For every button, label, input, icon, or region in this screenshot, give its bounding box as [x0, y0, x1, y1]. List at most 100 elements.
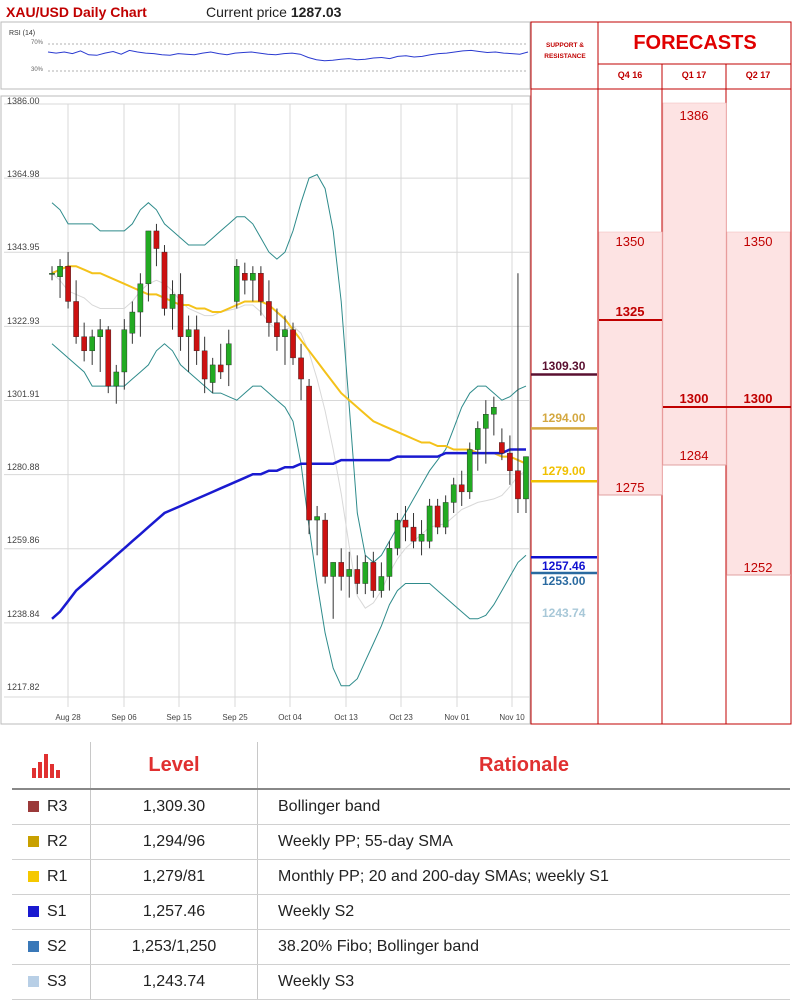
bollinger-lower — [51, 343, 527, 687]
y-tick: 1364.98 — [7, 169, 40, 179]
sma-200-line — [51, 448, 526, 620]
forecast-q1-17-low: 1284 — [679, 448, 709, 463]
level-value: 1,309.30 — [90, 789, 258, 825]
candle-body — [145, 230, 152, 285]
candle-body — [434, 505, 441, 528]
x-tick: Aug 28 — [55, 713, 81, 722]
candle-body — [362, 562, 369, 584]
table-row: S1 1,257.46 Weekly S2 — [12, 894, 790, 930]
candle-body — [177, 294, 184, 337]
candle-body — [97, 329, 104, 337]
forecast-q4-16-low: 1275 — [615, 480, 645, 495]
sr-level-1309: 1309.30 — [542, 359, 586, 373]
rsi-level-30: 30% — [31, 67, 44, 73]
levels-table-header: Level Rationale — [12, 742, 790, 790]
x-tick: Nov 01 — [444, 713, 470, 722]
sr-level-1279: 1279.00 — [542, 464, 586, 478]
level-value: 1,279/81 — [90, 859, 258, 895]
header-rationale: Rationale — [257, 742, 790, 790]
header-level: Level — [90, 742, 258, 790]
x-tick: Oct 13 — [334, 713, 358, 722]
level-name: R2 — [47, 832, 68, 850]
candle-body — [523, 456, 529, 500]
level-name: S2 — [47, 937, 67, 955]
candle-body — [330, 562, 336, 577]
level-rationale: Monthly PP; 20 and 200-day SMAs; weekly … — [257, 859, 790, 895]
candle-body — [410, 526, 417, 542]
table-row: R1 1,279/81 Monthly PP; 20 and 200-day S… — [12, 859, 790, 895]
current-price-value: 1287.03 — [290, 4, 342, 20]
candle-body — [515, 470, 521, 500]
candle-body — [290, 329, 296, 359]
rsi-line — [47, 49, 529, 62]
sr-level-1294: 1294.00 — [542, 411, 586, 425]
sr-level-1243: 1243.74 — [542, 606, 586, 620]
candle-body — [169, 294, 176, 309]
candle-body — [217, 364, 224, 373]
candle-body — [354, 569, 361, 584]
level-name: S1 — [47, 902, 67, 920]
forecast-col-q1-17: Q1 17 — [681, 70, 707, 80]
x-tick: Oct 23 — [389, 713, 413, 722]
candle-body — [491, 407, 497, 415]
level-value: 1,294/96 — [90, 824, 258, 860]
x-tick: Oct 04 — [278, 713, 302, 722]
level-name: S3 — [47, 972, 67, 990]
color-swatch — [28, 906, 39, 918]
level-rationale: 38.20% Fibo; Bollinger band — [257, 929, 790, 965]
candle-body — [483, 414, 489, 429]
candle-body — [49, 273, 55, 275]
x-tick: Nov 10 — [499, 713, 525, 722]
candle-body — [129, 311, 136, 334]
candle-body — [185, 329, 192, 337]
forecast-q4-16-high: 1350 — [615, 234, 645, 249]
candle-body — [426, 505, 433, 542]
chart-title: XAU/USD Daily Chart — [6, 4, 147, 20]
forecast-range-band — [598, 231, 663, 496]
candle-body — [402, 519, 409, 528]
forecast-range-band — [726, 231, 791, 576]
candle-body — [282, 329, 288, 337]
bar-chart-icon — [12, 742, 91, 790]
level-value: 1,257.46 — [90, 894, 258, 930]
candle-body — [57, 265, 63, 277]
sr-level-1253: 1253.00 — [542, 574, 586, 588]
x-tick: Sep 06 — [111, 713, 137, 722]
y-tick: 1217.82 — [7, 682, 40, 692]
color-swatch — [28, 801, 39, 813]
candle-body — [370, 562, 377, 591]
forecast-col-q4-16: Q4 16 — [617, 70, 643, 80]
sma-55-line — [51, 265, 527, 465]
forecast-q2-17-mid: 1300 — [743, 391, 773, 406]
table-row: R3 1,309.30 Bollinger band — [12, 789, 790, 825]
level-name: R3 — [47, 797, 68, 815]
level-rationale: Bollinger band — [257, 789, 790, 825]
support-resistance-heading: SUPPORT & RESISTANCE — [534, 40, 596, 62]
forecast-col-q2-17: Q2 17 — [745, 70, 771, 80]
forecast-q1-17-high: 1386 — [679, 108, 709, 123]
candle-body — [314, 516, 320, 521]
table-row: R2 1,294/96 Weekly PP; 55-day SMA — [12, 824, 790, 860]
candle-body — [499, 442, 505, 454]
forecast-range-band — [662, 102, 727, 466]
candle-body — [121, 329, 128, 373]
right-panel-frame — [530, 21, 792, 725]
candle-body — [474, 428, 481, 450]
y-tick: 1301.91 — [7, 389, 40, 399]
forecast-q1-17-mid: 1300 — [679, 391, 709, 406]
candle-body — [250, 273, 256, 281]
candle-body — [266, 301, 272, 323]
level-rationale: Weekly PP; 55-day SMA — [257, 824, 790, 860]
y-tick: 1343.95 — [7, 242, 40, 252]
level-value: 1,243.74 — [90, 964, 258, 1000]
rsi-label: RSI (14) — [9, 30, 36, 37]
color-swatch — [28, 871, 39, 883]
candle-body — [89, 336, 95, 352]
candle-body — [105, 329, 112, 387]
sr-level-1257: 1257.46 — [542, 559, 586, 573]
candle-body — [161, 251, 168, 309]
candle-body — [418, 533, 425, 542]
table-row: S2 1,253/1,250 38.20% Fibo; Bollinger ba… — [12, 929, 790, 965]
candle-body — [394, 519, 401, 549]
candle-body — [153, 230, 160, 249]
